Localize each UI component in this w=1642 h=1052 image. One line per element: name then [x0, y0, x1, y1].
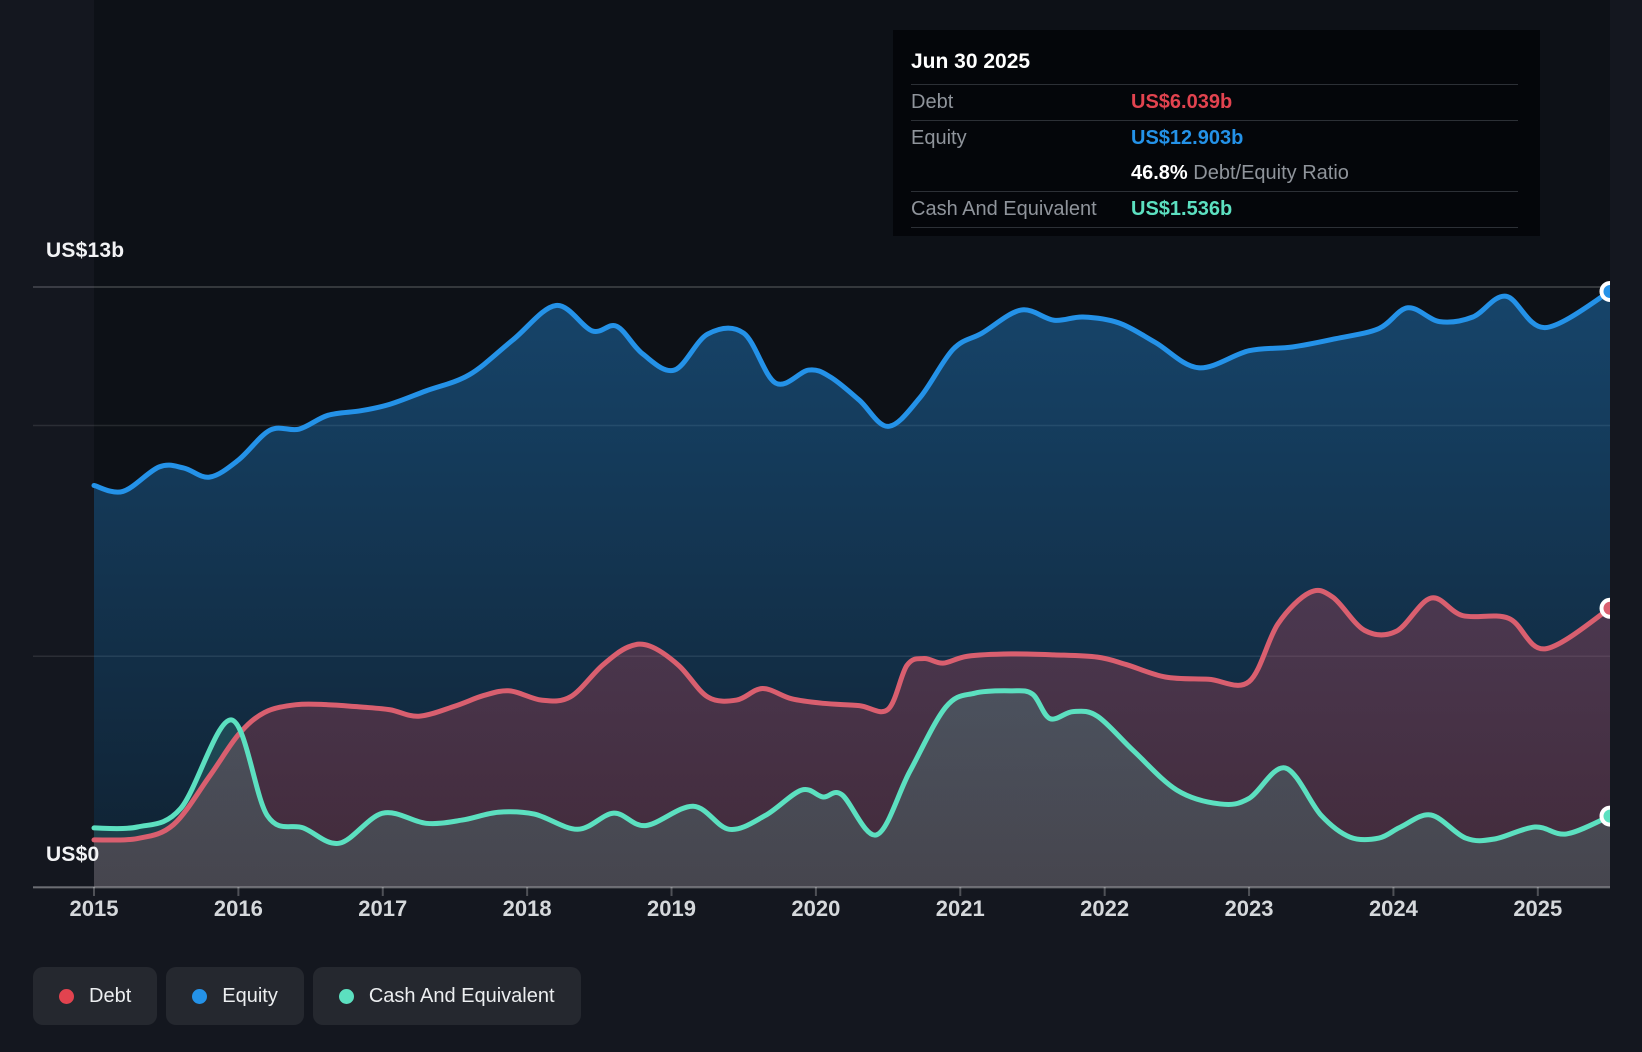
cash-and-equivalent-area [94, 690, 1610, 887]
tooltip-row-debt: Debt US$6.039b [911, 85, 1518, 121]
tooltip-debt-label: Debt [911, 91, 954, 113]
tooltip-ratio-label: Debt/Equity Ratio [1187, 162, 1349, 184]
debt-series-dot-icon [59, 988, 74, 1004]
debt-line [91, 587, 1610, 843]
tooltip-row-equity: Equity US$12.903b [911, 121, 1518, 156]
legend-cash-label: Cash And Equivalent [368, 984, 555, 1007]
year-label-2023: 2023 [1224, 896, 1274, 921]
legend-equity-label: Equity [222, 984, 278, 1007]
y-axis-zero-label: US$0 [46, 843, 100, 866]
tooltip-cash-value: US$1.536b [1131, 198, 1233, 220]
cash-series-dot-icon [338, 988, 354, 1004]
year-label-2019: 2019 [647, 896, 696, 921]
equity-line [91, 288, 1610, 495]
y-axis-max-label: US$13b [46, 239, 125, 262]
tooltip-date: Jun 30 2025 [911, 42, 1518, 85]
tooltip-cash-label: Cash And Equivalent [911, 198, 1097, 220]
year-label-2024: 2024 [1368, 896, 1418, 921]
chart-tooltip: Jun 30 2025 Debt US$6.039b Equity US$12.… [893, 30, 1540, 236]
equity-series-dot-icon [192, 988, 208, 1004]
tooltip-ratio-value: 46.8% [1131, 162, 1188, 184]
tooltip-equity-value: US$12.903b [1131, 127, 1244, 149]
legend-item-equity[interactable]: Equity [166, 967, 304, 1025]
year-label-2015: 2015 [69, 896, 119, 921]
debt-endpoint-marker[interactable] [1599, 597, 1611, 619]
tooltip-row-ratio: 46.8% Debt/Equity Ratio [911, 156, 1518, 192]
tooltip-row-cash: Cash And Equivalent US$1.536b [911, 192, 1518, 228]
cash-and-equivalent-line [91, 688, 1610, 846]
year-label-2021: 2021 [935, 896, 985, 921]
chart-legend: Debt Equity Cash And Equivalent [33, 967, 581, 1025]
legend-item-debt[interactable]: Debt [33, 967, 158, 1025]
year-label-2018: 2018 [502, 896, 552, 921]
year-label-2025: 2025 [1513, 896, 1563, 921]
equity-endpoint-marker[interactable] [1599, 280, 1611, 302]
legend-debt-label: Debt [89, 984, 132, 1007]
cash-and-equivalent-endpoint-marker[interactable] [1599, 805, 1611, 827]
year-label-2017: 2017 [358, 896, 408, 921]
year-label-2022: 2022 [1080, 896, 1130, 921]
year-label-2016: 2016 [213, 896, 263, 921]
tooltip-debt-value: US$6.039b [1131, 91, 1233, 113]
tooltip-equity-label: Equity [911, 127, 967, 149]
year-label-2020: 2020 [791, 896, 841, 921]
legend-item-cash[interactable]: Cash And Equivalent [312, 967, 581, 1025]
